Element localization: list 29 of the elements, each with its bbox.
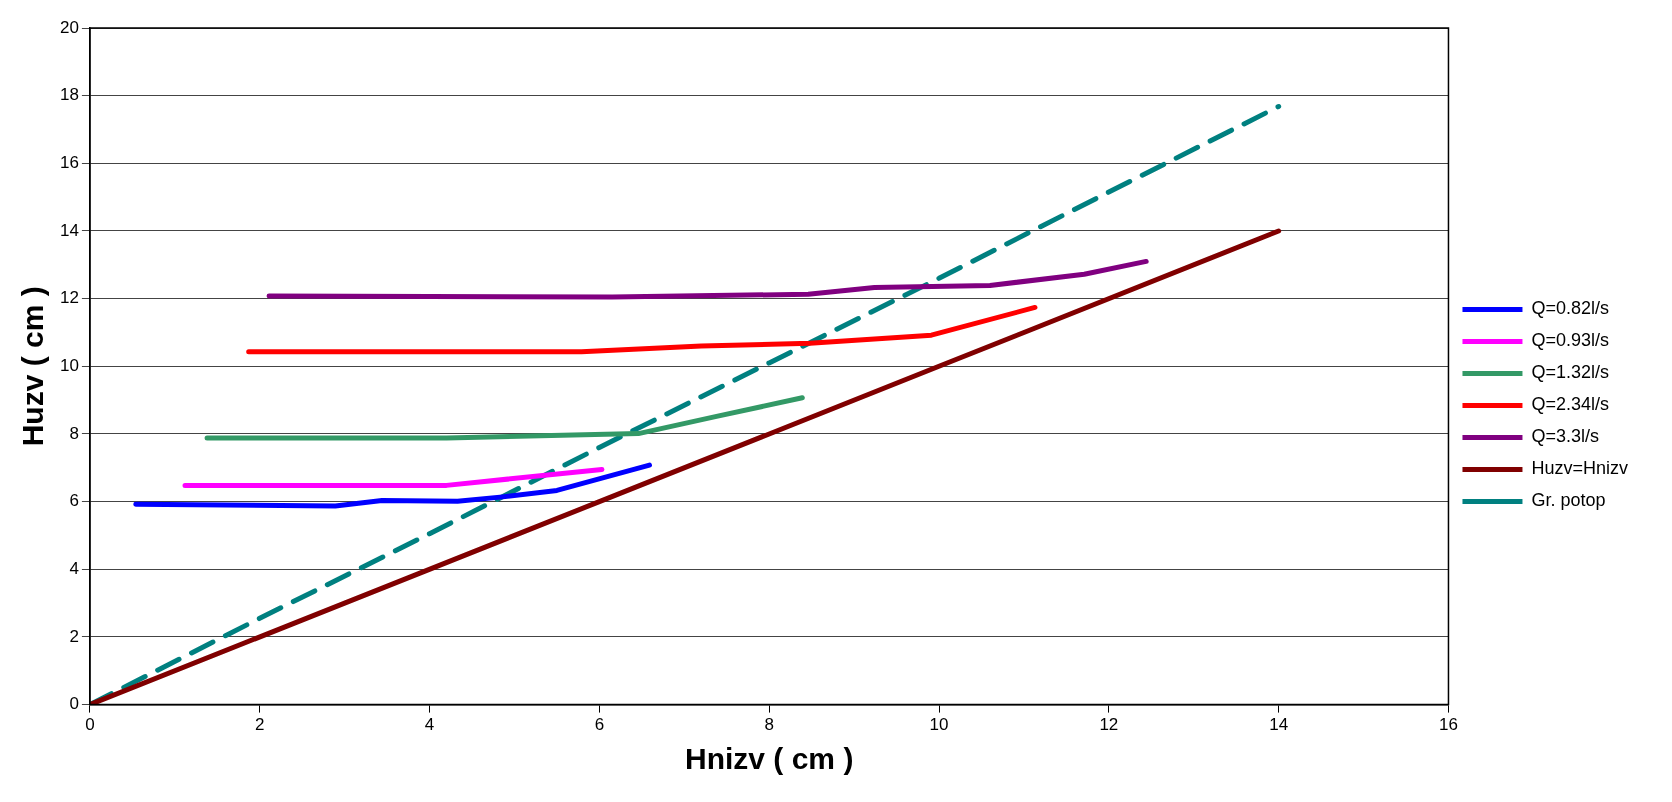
y-tick-label: 14	[59, 220, 79, 240]
y-tick-label: 4	[69, 558, 79, 578]
y-tick-label: 0	[69, 694, 79, 714]
legend-label: Q=3.3l/s	[1531, 426, 1600, 447]
x-tick-label: 6	[594, 715, 605, 735]
y-tick-label: 12	[59, 288, 79, 308]
y-tick-label: 18	[59, 85, 79, 105]
legend-label: Q=0.82l/s	[1531, 298, 1610, 319]
legend-label: Q=1.32l/s	[1531, 362, 1610, 383]
y-tick-label: 10	[59, 355, 79, 375]
legend-label: Q=0.93l/s	[1531, 330, 1610, 351]
x-tick-label: 2	[254, 715, 265, 735]
legend-label: Huzv=Hnizv	[1531, 458, 1628, 479]
x-axis-title: Hnizv ( cm )	[685, 742, 854, 776]
x-tick-label: 0	[85, 715, 95, 735]
x-tick-label: 16	[1439, 715, 1458, 735]
x-tick-label: 8	[764, 715, 774, 735]
y-tick-label: 2	[69, 626, 79, 646]
legend-label: Gr. potop	[1531, 490, 1606, 511]
y-tick-label: 20	[59, 17, 79, 37]
legend-label: Q=2.34l/s	[1531, 394, 1610, 415]
y-tick-label: 8	[69, 423, 79, 443]
x-tick-label: 12	[1099, 715, 1119, 735]
y-axis-title: Huzv ( cm )	[16, 286, 50, 447]
x-tick-label: 10	[929, 715, 949, 735]
x-tick-label: 14	[1269, 715, 1289, 735]
y-tick-label: 16	[59, 153, 79, 173]
x-tick-label: 4	[424, 715, 435, 735]
y-tick-label: 6	[69, 491, 79, 511]
